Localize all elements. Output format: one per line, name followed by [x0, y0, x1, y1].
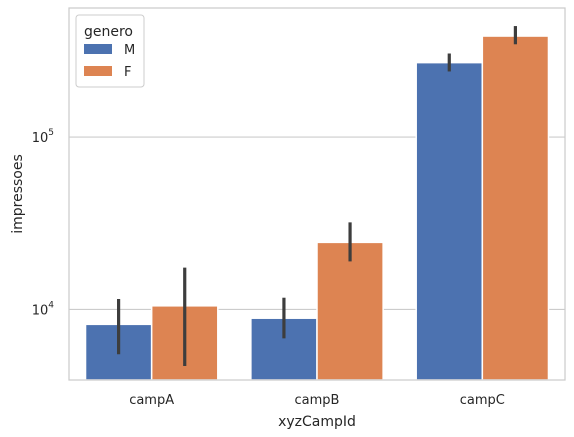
- y-axis-label: impressoes: [10, 154, 26, 234]
- legend-swatch-M: [84, 44, 112, 54]
- legend-label-M: M: [124, 43, 135, 58]
- bars: [86, 36, 549, 380]
- x-tick-label: campB: [295, 393, 340, 408]
- legend-label-F: F: [124, 65, 131, 80]
- bar-M-campC: [416, 63, 482, 380]
- bar-F-campC: [482, 36, 548, 380]
- legend-swatch-F: [84, 66, 112, 76]
- legend: genero MF: [76, 15, 144, 87]
- y-tick-labels: 104 105: [32, 128, 55, 318]
- y-tick-label: 104: [32, 300, 55, 318]
- bar-F-campB: [317, 242, 383, 380]
- x-tick-label: campC: [460, 393, 505, 408]
- legend-title: genero: [84, 24, 133, 40]
- y-tick-label: 105: [32, 128, 54, 146]
- x-tick-labels: campA campB campC: [129, 393, 505, 408]
- x-axis-label: xyzCampId: [278, 414, 356, 430]
- x-tick-label: campA: [129, 393, 174, 408]
